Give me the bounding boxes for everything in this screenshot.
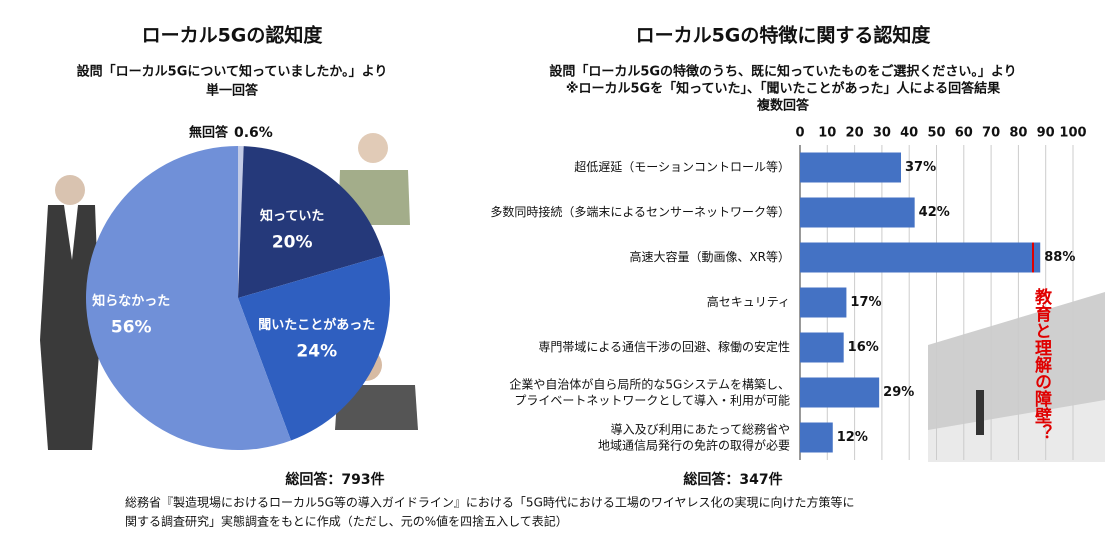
slice-value: 24%	[296, 342, 337, 362]
x-tick-label: 10	[818, 126, 836, 141]
source-note: 総務省『製造現場におけるローカル5G等の導入ガイドライン』における「5G時代にお…	[125, 495, 855, 510]
bar-label: 17%	[850, 295, 881, 310]
pie-slice	[238, 146, 384, 298]
pie-slice	[238, 146, 244, 298]
subtitle: 設問「ローカル5Gの特徴のうち、既に知っていたものをご選択ください。」より	[549, 64, 1016, 80]
footer: 総回答：793件	[285, 471, 384, 488]
slice-label: 知らなかった	[92, 293, 170, 309]
bar-label: 42%	[919, 205, 950, 220]
bar-label: 16%	[848, 340, 879, 355]
slice-label: 聞いたことがあった	[258, 317, 375, 333]
x-tick-label: 50	[927, 126, 945, 141]
slice-label: 知っていた	[260, 208, 324, 224]
x-tick-label: 60	[955, 126, 973, 141]
category-label: 高セキュリティ	[707, 294, 790, 309]
bar	[800, 242, 1041, 273]
bar	[800, 197, 915, 228]
wall-image	[928, 292, 1105, 462]
category-label: 導入及び利用にあたって総務省や地域通信局発行の免許の取得が必要	[598, 422, 790, 452]
bar	[800, 287, 847, 318]
chart-title: ローカル5Gの特徴に関する認知度	[636, 24, 932, 47]
x-tick-label: 70	[982, 126, 1000, 141]
x-tick-label: 20	[846, 126, 864, 141]
category-label: 企業や自治体が自ら局所的な5Gシステムを構築し、プライベートネットワークとして導…	[509, 376, 790, 407]
x-tick-label: 80	[1009, 126, 1027, 141]
x-tick-label: 90	[1037, 126, 1055, 141]
category-label: 多数同時接続（多端末によるセンサーネットワーク等）	[490, 204, 790, 219]
bar	[800, 152, 902, 183]
x-tick-label: 30	[873, 126, 891, 141]
category-label: 専門帯域による通信干渉の回避、稼働の安定性	[538, 339, 790, 354]
bar	[800, 332, 844, 363]
category-label: 高速大容量（動画像、XR等）	[629, 249, 790, 264]
slice-value: 20%	[272, 232, 313, 252]
subtitle: 単一回答	[206, 83, 259, 99]
chart-title: ローカル5Gの認知度	[142, 24, 324, 47]
slice-value: 56%	[111, 318, 152, 338]
bar-label: 12%	[837, 430, 868, 445]
footer: 総回答：347件	[683, 471, 782, 488]
person-left	[40, 175, 100, 450]
pie-slice	[85, 146, 291, 450]
subtitle: 設問「ローカル5Gについて知っていましたか。」より	[77, 64, 388, 80]
slice-label: 無回答	[189, 125, 229, 141]
bar-label: 29%	[883, 385, 914, 400]
slice-value: 0.6%	[234, 125, 273, 141]
source-note: 関する調査研究」実態調査をもとに作成（ただし、元の%値を四捨五入して表記）	[125, 514, 568, 529]
bar-label: 88%	[1044, 250, 1075, 265]
subtitle: 複数回答	[756, 98, 810, 114]
category-label: 超低遅延（モーションコントロール等）	[574, 159, 790, 174]
x-tick-label: 0	[795, 126, 804, 141]
pie-slice	[238, 255, 390, 441]
subtitle: ※ローカル5Gを「知っていた」、「聞いたことがあった」人による回答結果	[566, 81, 1000, 97]
x-tick-label: 40	[900, 126, 918, 141]
x-tick-label: 100	[1059, 126, 1086, 141]
annotation: 教育と理解の障壁？	[1031, 287, 1053, 441]
bar-label: 37%	[905, 160, 936, 175]
bar	[800, 377, 880, 408]
bar	[800, 422, 833, 453]
